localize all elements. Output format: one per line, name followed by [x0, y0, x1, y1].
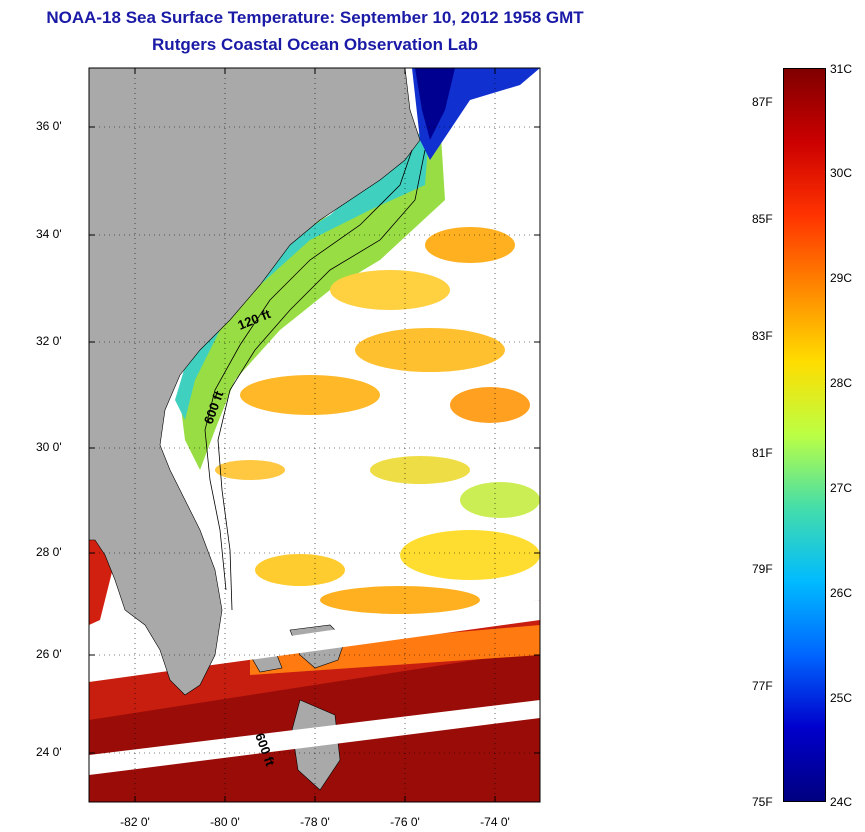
cloud-stripe	[89, 700, 540, 775]
colorbar-celsius-label: 28C	[830, 376, 853, 390]
colorbar-celsius-label: 27C	[830, 481, 853, 495]
map-subtitle: Rutgers Coastal Ocean Observation Lab	[152, 35, 478, 54]
sst-shelf-cyan	[175, 120, 430, 420]
temperature-colorbar	[783, 68, 826, 802]
colorbar-celsius-label: 25C	[830, 691, 853, 705]
sst-patch	[240, 375, 380, 415]
lon-label: -78 0'	[300, 815, 330, 829]
us-landmass	[89, 68, 421, 696]
map-grid	[89, 68, 540, 802]
sst-patch	[460, 482, 540, 518]
sst-patch	[330, 270, 450, 310]
sst-patch	[400, 530, 540, 580]
lat-label: 34 0'	[36, 227, 62, 241]
colorbar-fahrenheit-label: 79F	[752, 562, 773, 576]
colorbar-fahrenheit-label: 87F	[752, 95, 773, 109]
map-title: NOAA-18 Sea Surface Temperature: Septemb…	[46, 8, 584, 27]
colorbar-celsius-label: 24C	[830, 795, 853, 809]
colorbar-fahrenheit-label: 81F	[752, 446, 773, 460]
colorbar-fahrenheit-label: 77F	[752, 679, 773, 693]
lat-label: 26 0'	[36, 647, 62, 661]
lat-label: 24 0'	[36, 745, 62, 759]
sst-patch	[425, 227, 515, 263]
lon-label: -80 0'	[210, 815, 240, 829]
lon-label: -76 0'	[390, 815, 420, 829]
sst-patch	[215, 460, 285, 480]
lon-label: -82 0'	[120, 815, 150, 829]
sst-shelf-green	[180, 120, 445, 470]
contour-600ft	[217, 149, 426, 611]
colorbar-celsius-label: 31C	[830, 62, 853, 76]
colorbar-fahrenheit-label: 85F	[752, 212, 773, 226]
axis-ticks	[89, 68, 540, 802]
lat-label: 28 0'	[36, 545, 62, 559]
sst-cold-north-dark	[415, 68, 455, 140]
colorbar-fahrenheit-label: 75F	[752, 795, 773, 809]
sst-patch	[320, 586, 480, 614]
lat-label: 32 0'	[36, 334, 62, 348]
sst-patch	[450, 387, 530, 423]
lat-label: 36 0'	[36, 119, 62, 133]
island	[176, 568, 192, 584]
colorbar-celsius-label: 29C	[830, 271, 853, 285]
lon-label: -74 0'	[480, 815, 510, 829]
colorbar-fahrenheit-label: 83F	[752, 329, 773, 343]
sst-patch	[255, 554, 345, 586]
contour-120ft	[204, 149, 413, 591]
sst-patch	[355, 328, 505, 372]
colorbar-celsius-label: 26C	[830, 586, 853, 600]
sst-patch	[370, 456, 470, 484]
lat-label: 30 0'	[36, 440, 62, 454]
colorbar-celsius-label: 30C	[830, 166, 853, 180]
